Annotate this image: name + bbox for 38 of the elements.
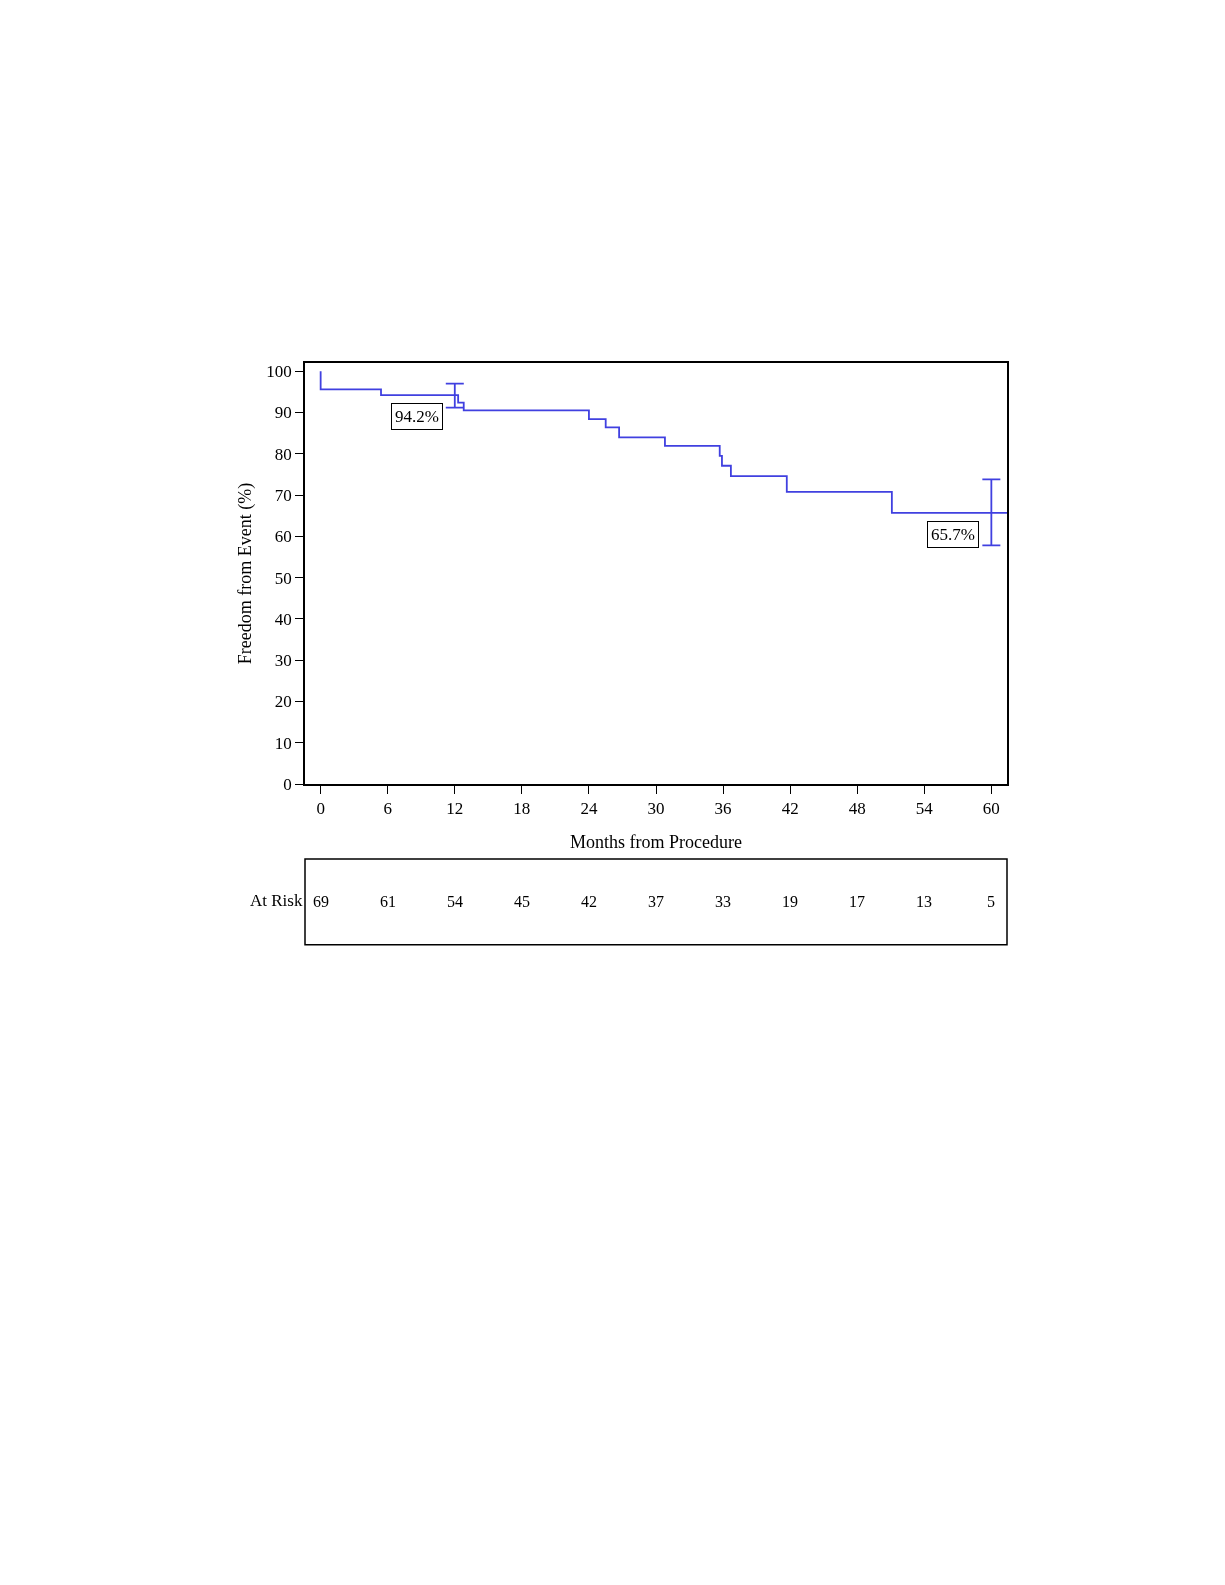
x-tick-label: 12 [446,799,464,819]
text: 13 [916,893,932,910]
text: 54 [447,893,463,910]
y-tick-label: 70 [274,486,292,506]
x-tick-label: 60 [982,799,1000,819]
x-tick-label: 6 [383,799,392,819]
text: 37 [648,893,664,910]
x-tick-label: 48 [848,799,866,819]
annotation: 94.2% [395,407,439,426]
x-axis-title: Months from Procedure [570,831,742,852]
text: 19 [782,893,798,910]
y-tick-label: 40 [274,609,292,629]
x-tick-label: 0 [316,799,325,819]
x-tick-label: 18 [513,799,531,819]
text: 17 [849,893,865,910]
y-tick-label: 50 [274,568,292,588]
text: 33 [715,893,731,910]
y-tick-label: 30 [274,651,292,671]
y-tick-label: 80 [274,444,292,464]
x-tick-label: 36 [714,799,732,819]
y-axis-title: Freedom from Event (%) [235,482,257,665]
y-tick-label: 0 [283,774,292,794]
x-tick-label: 30 [647,799,665,819]
x-tick-label: 42 [781,799,799,819]
text: 61 [380,893,396,910]
text: 45 [514,893,530,910]
y-tick-label: 60 [274,527,292,547]
text: 5 [987,893,995,910]
x-tick-label: 54 [915,799,934,819]
annotation: 65.7% [931,525,975,544]
y-tick-label: 10 [274,733,292,753]
text: At Risk [250,891,303,910]
y-tick-label: 100 [266,362,292,382]
y-tick-label: 90 [274,403,292,423]
text: 69 [313,893,329,910]
text: 42 [581,893,597,910]
x-tick-label: 24 [580,799,598,819]
y-tick-label: 20 [274,692,292,712]
